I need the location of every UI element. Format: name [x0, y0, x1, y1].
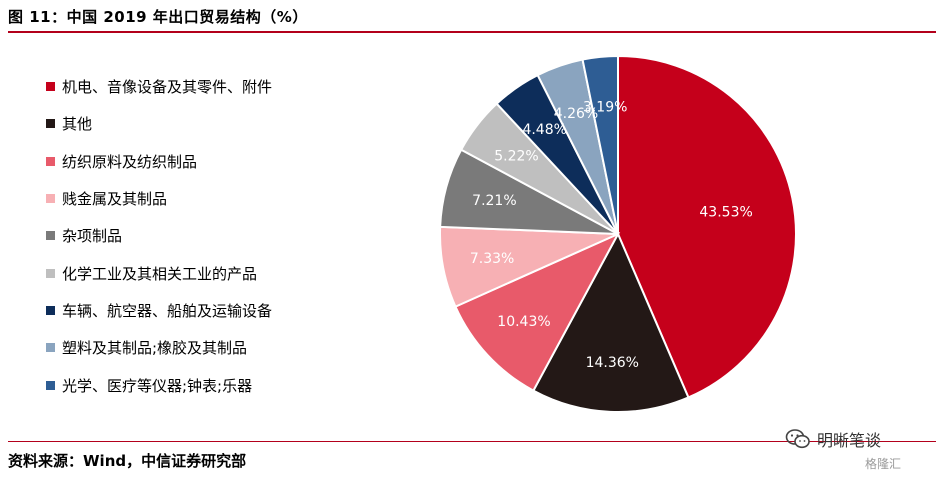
pie-slice-label: 4.48% [522, 122, 566, 138]
legend-label: 光学、医疗等仪器;钟表;乐器 [62, 376, 253, 395]
watermark-text: 明晰笔谈 [817, 431, 882, 450]
pie-slice-label: 43.53% [699, 205, 752, 221]
pie-slice-label: 3.19% [583, 100, 627, 116]
legend-item: 杂项制品 [46, 217, 272, 254]
legend-item: 贱金属及其制品 [46, 180, 272, 217]
title-divider [8, 31, 936, 33]
legend-item: 机电、音像设备及其零件、附件 [46, 68, 272, 105]
wechat-icon [785, 429, 810, 449]
legend-item: 光学、医疗等仪器;钟表;乐器 [46, 366, 272, 403]
legend-swatch [46, 194, 55, 204]
chart-title: 图 11：中国 2019 年出口贸易结构（%） [8, 8, 308, 26]
pie-slice-label: 4.26% [554, 106, 598, 122]
pie-slice-label: 5.22% [494, 149, 538, 165]
legend-swatch [46, 305, 55, 315]
footer-divider [8, 441, 936, 442]
watermark-secondary: 格隆汇 [865, 457, 902, 471]
legend-item: 化学工业及其相关工业的产品 [46, 254, 272, 291]
legend-item: 纺织原料及纺织制品 [46, 143, 272, 180]
legend-swatch [46, 156, 55, 166]
pie-slice-label: 14.36% [586, 355, 639, 371]
source-note: 资料来源：Wind，中信证券研究部 [8, 452, 247, 470]
pie-slice-label: 10.43% [497, 314, 550, 330]
legend-item: 车辆、航空器、船舶及运输设备 [46, 292, 272, 329]
legend-label: 车辆、航空器、船舶及运输设备 [62, 301, 273, 320]
pie-slice [581, 54, 619, 235]
pie-slice [532, 231, 690, 413]
legend-label: 化学工业及其相关工业的产品 [62, 264, 258, 283]
legend-label: 贱金属及其制品 [62, 190, 168, 209]
legend-swatch [46, 119, 55, 129]
legend-swatch [46, 343, 55, 353]
legend-label: 纺织原料及纺织制品 [62, 152, 198, 171]
legend-label: 塑料及其制品;橡胶及其制品 [62, 339, 248, 358]
chart-legend: 机电、音像设备及其零件、附件 其他纺织原料及纺织制品 贱金属及其制品 杂项制品化学工业… [46, 68, 272, 404]
legend-swatch [46, 231, 55, 241]
legend-swatch [46, 380, 55, 390]
pie-slice [617, 54, 797, 399]
legend-label: 其他 [62, 115, 93, 134]
watermark: 明晰笔谈 [785, 427, 881, 451]
legend-item: 其他 [46, 105, 272, 142]
pie-slice [454, 231, 621, 392]
legend-swatch [46, 268, 55, 278]
legend-swatch [46, 82, 55, 92]
legend-label: 杂项制品 [62, 227, 123, 246]
pie-slice-label: 7.21% [472, 193, 516, 209]
legend-item: 塑料及其制品;橡胶及其制品 [46, 329, 272, 366]
legend-label: 机电、音像设备及其零件、附件 [62, 78, 273, 97]
pie-slice-label: 7.33% [470, 251, 514, 267]
